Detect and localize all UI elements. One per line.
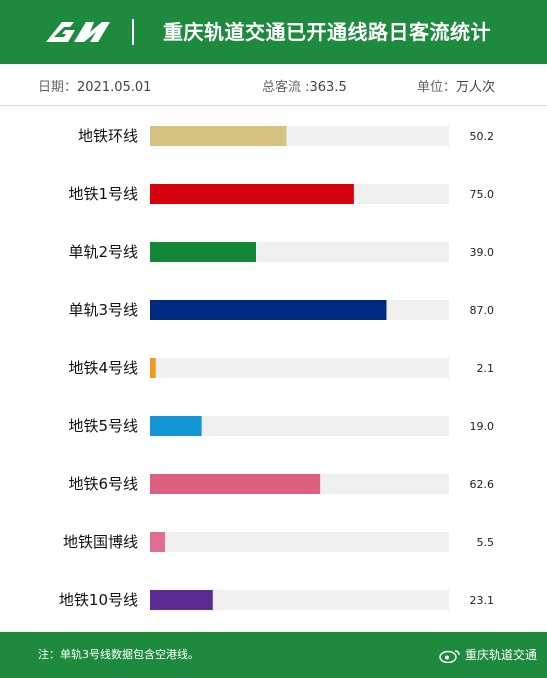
bar-track (150, 416, 449, 436)
credit-text: 重庆轨道交通 (464, 648, 537, 662)
total-value: 363.5 (309, 80, 347, 95)
bar (150, 242, 257, 262)
source-credit: 重庆轨道交通 (439, 632, 537, 678)
category-label: 地铁10号线 (59, 591, 138, 609)
value-label: 2.1 (477, 362, 495, 375)
category-label: 单轨3号线 (68, 301, 138, 319)
page-title: 重庆轨道交通已开通线路日客流统计 (163, 20, 491, 44)
bar (150, 358, 156, 378)
category-label: 地铁国博线 (63, 533, 138, 551)
category-label: 地铁环线 (78, 127, 138, 145)
date-value: 2021.05.01 (77, 80, 152, 95)
value-label: 5.5 (477, 536, 495, 549)
bar-row: 地铁5号线 19.0 (68, 416, 494, 436)
bar (150, 126, 287, 146)
bar (150, 532, 165, 552)
footer-bar: 注：单轨3号线数据包含空港线。 重庆轨道交通 (0, 632, 547, 678)
bar-row: 地铁6号线 62.6 (68, 474, 494, 494)
value-label: 62.6 (470, 478, 495, 491)
ridership-bar-chart: 地铁环线 50.2 地铁1号线 75.0 单轨2号线 39.0 单轨3号线 87.0 地铁4号线… (59, 126, 494, 610)
value-label: 50.2 (470, 130, 495, 143)
bar-track (150, 358, 449, 378)
bar (150, 590, 213, 610)
value-label: 75.0 (470, 188, 495, 201)
footnote: 注：单轨3号线数据包含空港线。 (38, 648, 199, 661)
bar-row: 地铁1号线 75.0 (68, 184, 494, 204)
header-divider (132, 19, 134, 45)
bar-row: 地铁10号线 23.1 (59, 590, 494, 610)
header-rule (0, 105, 547, 106)
date-label: 日期： (38, 80, 78, 95)
weibo-icon (439, 649, 460, 663)
category-label: 地铁5号线 (68, 417, 138, 435)
bar (150, 416, 202, 436)
bar-row: 单轨3号线 87.0 (68, 300, 494, 320)
category-label: 单轨2号线 (68, 243, 138, 261)
bar-row: 单轨2号线 39.0 (68, 242, 494, 262)
unit-info: 单位：万人次 (417, 78, 495, 98)
total-info: 总客流 :363.5 (262, 78, 347, 98)
bar-track (150, 590, 449, 610)
value-label: 19.0 (470, 420, 495, 433)
bar-row: 地铁国博线 5.5 (63, 532, 494, 552)
value-label: 39.0 (470, 246, 495, 259)
category-label: 地铁6号线 (68, 475, 138, 493)
bar (150, 300, 387, 320)
unit-value: 万人次 (456, 80, 496, 95)
category-label: 地铁1号线 (68, 185, 138, 203)
value-label: 23.1 (470, 594, 495, 607)
header-bar: 重庆轨道交通已开通线路日客流统计 (0, 0, 547, 64)
total-label: 总客流 : (262, 80, 310, 95)
bar-row: 地铁环线 50.2 (78, 126, 494, 146)
bar (150, 474, 321, 494)
cqrt-logo-icon (46, 22, 110, 42)
category-label: 地铁4号线 (68, 359, 138, 377)
bar-track (150, 532, 449, 552)
value-label: 87.0 (470, 304, 495, 317)
bar (150, 184, 354, 204)
unit-label: 单位： (417, 80, 457, 95)
bar-row: 地铁4号线 2.1 (68, 358, 494, 378)
date-info: 日期：2021.05.01 (38, 78, 151, 98)
